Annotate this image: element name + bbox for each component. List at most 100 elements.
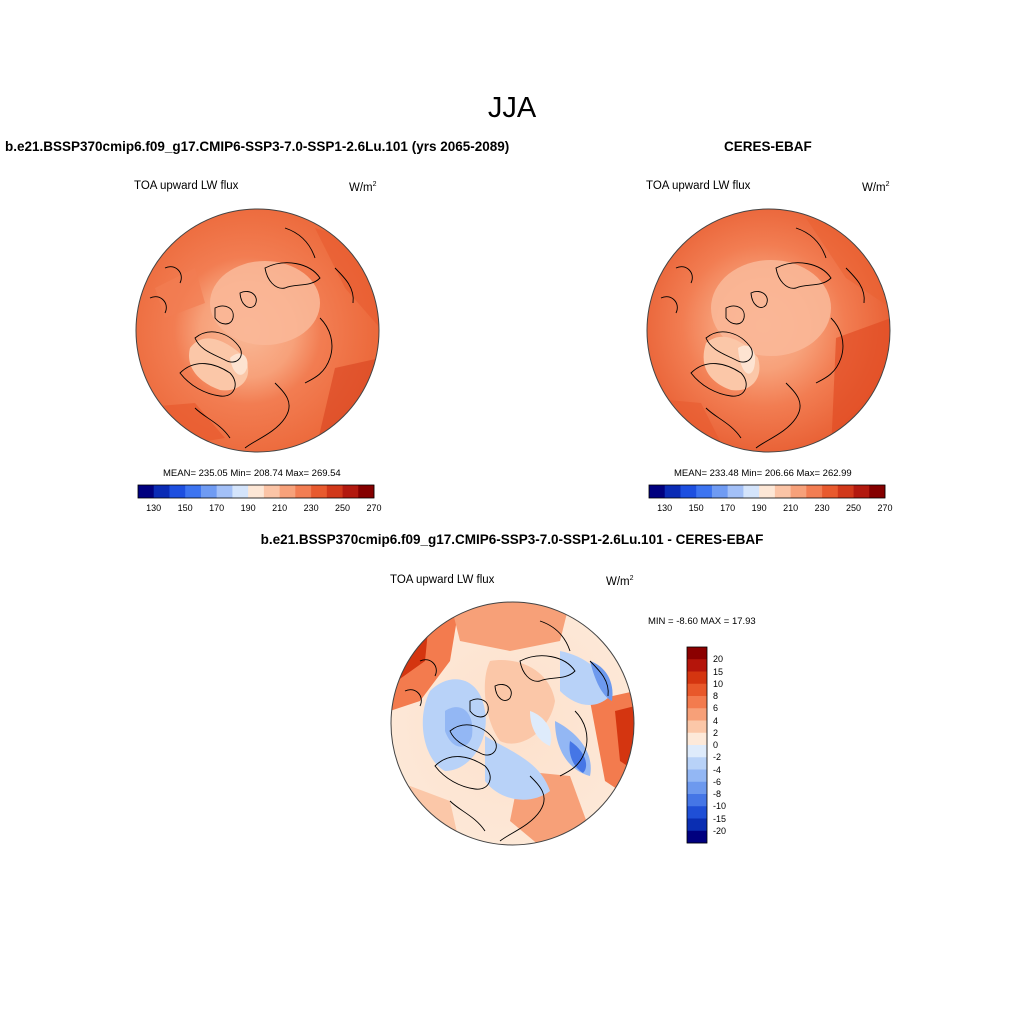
- model-colorbar-swatch: [185, 485, 202, 498]
- diff-units: W/m2: [606, 575, 634, 588]
- obs-colorbar-swatch: [664, 485, 681, 498]
- model-colorbar-swatch: [358, 485, 375, 498]
- obs-colorbar-border: [648, 484, 886, 499]
- diff-tick: -15: [713, 813, 727, 824]
- model-tick: 190: [240, 503, 256, 513]
- diff-colorbar: [686, 646, 708, 844]
- obs-colorbar: [648, 484, 886, 499]
- obs-colorbar-swatch: [711, 485, 728, 498]
- obs-colorbar-swatch: [774, 485, 791, 498]
- obs-colorbar-swatch: [727, 485, 744, 498]
- model-tick: 150: [177, 503, 193, 513]
- diff-tick: -20: [713, 825, 727, 836]
- model-colorbar-swatch: [138, 485, 155, 498]
- diff-colorbar-swatch: [687, 696, 707, 709]
- diff-colorbar-ticks: 20 15 10 8 6 4 2 0 -2 -4 -6 -8 -10 -15 -…: [713, 647, 753, 843]
- season-title: JJA: [487, 92, 537, 124]
- obs-colorbar-ticks: 130 150 170 190 210 230 250 270: [649, 503, 892, 515]
- obs-tick: 130: [657, 503, 673, 513]
- diff-tick: 8: [713, 691, 719, 701]
- model-colorbar-swatch: [153, 485, 170, 498]
- diff-tick: 2: [713, 727, 719, 738]
- model-colorbar-swatch: [311, 485, 328, 498]
- diff-colorbar-border: [686, 646, 708, 844]
- diff-colorbar-swatch: [687, 732, 707, 746]
- diff-colorbar-swatch: [687, 806, 707, 819]
- model-tick: 230: [303, 503, 319, 513]
- model-stats: MEAN= 235.05 Min= 208.74 Max= 269.54: [163, 468, 341, 479]
- obs-colorbar-swatch: [837, 485, 854, 498]
- diff-tick: 20: [713, 654, 724, 665]
- model-colorbar-swatch: [342, 485, 359, 498]
- diff-colorbar-swatch: [687, 745, 707, 758]
- diff-tick: -4: [713, 764, 722, 775]
- obs-tick: 190: [751, 503, 767, 513]
- model-colorbar-swatch: [295, 485, 312, 498]
- model-panel-title: b.e21.BSSP370cmip6.f09_g17.CMIP6-SSP3-7.…: [5, 139, 510, 154]
- diff-colorbar-swatch: [687, 708, 707, 721]
- diff-tick: -8: [713, 789, 722, 799]
- diff-tick: 4: [713, 715, 719, 726]
- obs-tick: 230: [814, 503, 830, 513]
- obs-tick: 270: [877, 503, 893, 513]
- obs-field-title: TOA upward LW flux: [646, 180, 751, 192]
- diff-tick: 6: [713, 703, 719, 714]
- model-field-title: TOA upward LW flux: [134, 180, 239, 192]
- diff-panel-title: b.e21.BSSP370cmip6.f09_g17.CMIP6-SSP3-7.…: [260, 532, 764, 547]
- obs-colorbar-swatch: [790, 485, 807, 498]
- obs-colorbar-swatch: [743, 485, 760, 498]
- diff-colorbar-swatch: [687, 781, 707, 795]
- diff-colorbar-swatch: [687, 671, 707, 685]
- diff-tick: 0: [713, 740, 719, 750]
- model-tick: 210: [272, 503, 288, 513]
- obs-colorbar-swatch: [680, 485, 697, 498]
- obs-units: W/m2: [862, 181, 890, 194]
- model-colorbar-ticks: 130 150 170 190 210 230 250 270: [138, 503, 381, 515]
- diff-colorbar-swatch: [687, 720, 707, 734]
- diff-colorbar-swatch: [687, 794, 707, 807]
- model-colorbar-border: [137, 484, 375, 499]
- obs-polar-map: [646, 208, 891, 453]
- model-tick: 170: [209, 503, 225, 513]
- model-colorbar-swatch: [326, 485, 343, 498]
- diff-colorbar-swatch: [687, 647, 707, 660]
- model-polar-map: [135, 208, 380, 453]
- diff-colorbar-swatch: [687, 659, 707, 672]
- obs-colorbar-swatch: [853, 485, 870, 498]
- model-colorbar: [137, 484, 375, 499]
- diff-colorbar-swatch: [687, 818, 707, 832]
- obs-stats: MEAN= 233.48 Min= 206.66 Max= 262.99: [674, 468, 852, 479]
- model-tick: 270: [366, 503, 382, 513]
- model-colorbar-swatch: [169, 485, 186, 498]
- diff-polar-map: [390, 601, 635, 846]
- obs-tick: 210: [783, 503, 799, 513]
- model-colorbar-swatch: [200, 485, 217, 498]
- model-colorbar-swatch: [216, 485, 233, 498]
- model-colorbar-swatch: [248, 485, 265, 498]
- obs-tick: 150: [688, 503, 704, 513]
- obs-tick: 250: [845, 503, 862, 513]
- obs-colorbar-swatch: [822, 485, 839, 498]
- obs-panel-title: CERES-EBAF: [724, 139, 812, 154]
- diff-tick: 15: [713, 666, 724, 677]
- model-colorbar-swatch: [279, 485, 296, 498]
- model-colorbar-swatch: [263, 485, 280, 498]
- obs-colorbar-swatch: [759, 485, 776, 498]
- obs-colorbar-swatch: [806, 485, 823, 498]
- diff-colorbar-swatch: [687, 769, 707, 783]
- diff-colorbar-swatch: [687, 757, 707, 770]
- model-units: W/m2: [349, 181, 377, 194]
- obs-colorbar-swatch: [696, 485, 713, 498]
- obs-colorbar-swatch: [649, 485, 666, 498]
- obs-colorbar-swatch: [869, 485, 886, 498]
- diff-colorbar-swatch: [687, 683, 707, 697]
- model-tick: 250: [334, 503, 351, 513]
- diff-tick: -6: [713, 776, 722, 787]
- diff-stats: MIN = -8.60 MAX = 17.93: [648, 616, 756, 627]
- model-colorbar-swatch: [232, 485, 249, 498]
- diff-colorbar-swatch: [687, 830, 707, 844]
- diff-tick: 10: [713, 678, 724, 689]
- model-tick: 130: [146, 503, 162, 513]
- diff-tick: -2: [713, 752, 722, 763]
- obs-tick: 170: [720, 503, 736, 513]
